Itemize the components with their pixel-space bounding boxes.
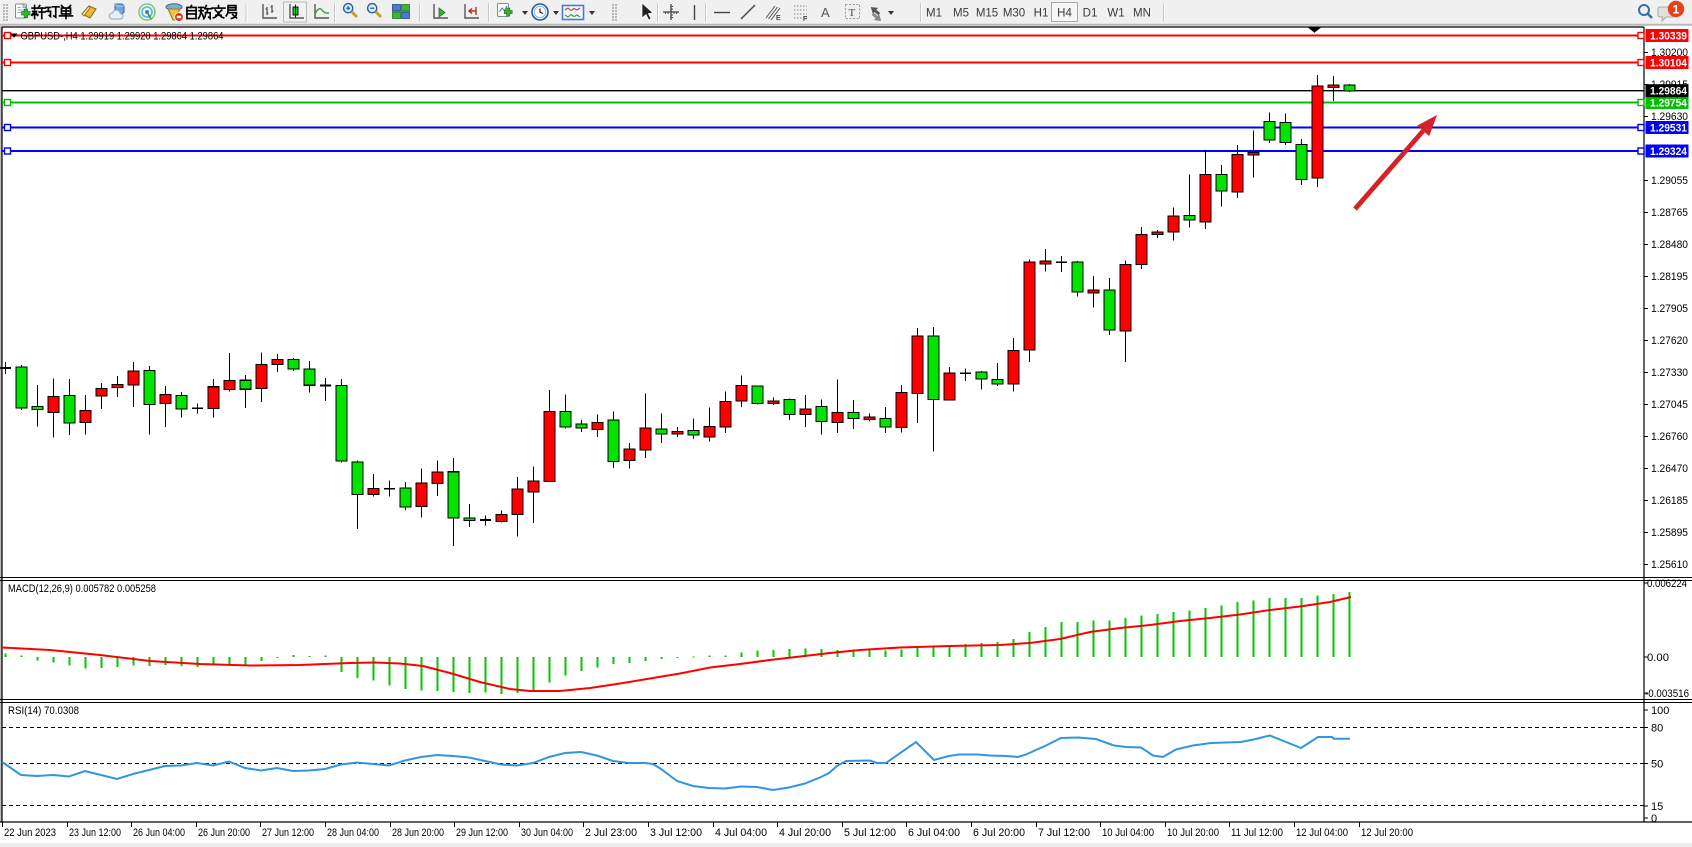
svg-text:1.29055: 1.29055	[1651, 175, 1688, 187]
svg-text:26 Jun 04:00: 26 Jun 04:00	[133, 827, 185, 839]
svg-text:5 Jul 12:00: 5 Jul 12:00	[844, 827, 896, 839]
svg-text:RSI(14) 70.0308: RSI(14) 70.0308	[8, 705, 79, 717]
svg-text:12 Jul 04:00: 12 Jul 04:00	[1296, 827, 1348, 839]
svg-text:1.25610: 1.25610	[1651, 559, 1688, 571]
svg-text:7 Jul 12:00: 7 Jul 12:00	[1038, 827, 1090, 839]
svg-text:10 Jul 04:00: 10 Jul 04:00	[1102, 827, 1154, 839]
svg-text:1.26470: 1.26470	[1651, 463, 1688, 475]
svg-text:15: 15	[1651, 801, 1663, 813]
svg-text:D1: D1	[1083, 8, 1098, 20]
svg-text:1.26760: 1.26760	[1651, 431, 1688, 443]
svg-text:6 Jul 20:00: 6 Jul 20:00	[973, 827, 1025, 839]
svg-text:23 Jun 12:00: 23 Jun 12:00	[69, 827, 121, 839]
svg-text:1.28480: 1.28480	[1651, 239, 1688, 251]
svg-text:28 Jun 20:00: 28 Jun 20:00	[392, 827, 444, 839]
svg-text:29 Jun 12:00: 29 Jun 12:00	[456, 827, 508, 839]
svg-text:12 Jul 20:00: 12 Jul 20:00	[1361, 827, 1413, 839]
svg-text:6 Jul 04:00: 6 Jul 04:00	[908, 827, 960, 839]
svg-text:MN: MN	[1133, 8, 1151, 20]
svg-text:1.27045: 1.27045	[1651, 399, 1688, 411]
svg-text:1.30339: 1.30339	[1650, 31, 1687, 43]
svg-text:1.29630: 1.29630	[1651, 111, 1688, 123]
svg-text:50: 50	[1651, 759, 1663, 771]
svg-text:27 Jun 12:00: 27 Jun 12:00	[262, 827, 314, 839]
svg-text:4 Jul 04:00: 4 Jul 04:00	[715, 827, 767, 839]
svg-text:M1: M1	[926, 8, 942, 20]
svg-text:1.27905: 1.27905	[1651, 303, 1688, 315]
svg-text:M5: M5	[953, 8, 969, 20]
svg-text:3 Jul 12:00: 3 Jul 12:00	[650, 827, 702, 839]
svg-text:11 Jul 12:00: 11 Jul 12:00	[1231, 827, 1283, 839]
svg-text:100: 100	[1651, 705, 1669, 717]
svg-text:MACD(12,26,9) 0.005782 0.00525: MACD(12,26,9) 0.005782 0.005258	[8, 583, 156, 595]
svg-text:1.29864: 1.29864	[1650, 86, 1688, 98]
svg-text:E: E	[776, 15, 781, 22]
svg-text:F: F	[803, 16, 807, 23]
svg-text:1: 1	[1673, 3, 1680, 17]
svg-text:10 Jul 20:00: 10 Jul 20:00	[1167, 827, 1219, 839]
svg-text:M30: M30	[1003, 8, 1025, 20]
svg-text:1.26185: 1.26185	[1651, 495, 1688, 507]
svg-text:30 Jun 04:00: 30 Jun 04:00	[521, 827, 573, 839]
svg-text:26 Jun 20:00: 26 Jun 20:00	[198, 827, 250, 839]
svg-text:H4: H4	[1057, 8, 1072, 20]
svg-text:28 Jun 04:00: 28 Jun 04:00	[327, 827, 379, 839]
svg-text:1.28765: 1.28765	[1651, 207, 1688, 219]
svg-text:0.00: 0.00	[1647, 652, 1669, 664]
svg-text:22 Jun 2023: 22 Jun 2023	[4, 827, 56, 839]
svg-text:0.006224: 0.006224	[1647, 578, 1687, 590]
svg-text:A: A	[821, 5, 830, 20]
svg-text:4 Jul 20:00: 4 Jul 20:00	[779, 827, 831, 839]
svg-text:0: 0	[1651, 813, 1657, 825]
svg-text:M15: M15	[976, 8, 998, 20]
svg-text:1.29754: 1.29754	[1650, 98, 1688, 110]
svg-text:1.30104: 1.30104	[1650, 58, 1688, 70]
svg-text:GBPUSD-,H4 1.29919 1.29920 1.: GBPUSD-,H4 1.29919 1.29920 1.29864 1.298…	[21, 31, 224, 43]
svg-text:1.29531: 1.29531	[1650, 123, 1687, 135]
svg-text:W1: W1	[1107, 8, 1124, 20]
svg-text:1.29324: 1.29324	[1650, 146, 1688, 158]
svg-text:T: T	[849, 7, 856, 19]
svg-text:1.25895: 1.25895	[1651, 527, 1688, 539]
svg-text:1.27330: 1.27330	[1651, 367, 1688, 379]
svg-text:H1: H1	[1034, 8, 1049, 20]
svg-text:80: 80	[1651, 723, 1663, 735]
svg-text:2 Jul 23:00: 2 Jul 23:00	[585, 827, 637, 839]
svg-text:1.28195: 1.28195	[1651, 271, 1688, 283]
svg-text:1.27620: 1.27620	[1651, 335, 1688, 347]
svg-text:-0.003516: -0.003516	[1645, 688, 1689, 700]
